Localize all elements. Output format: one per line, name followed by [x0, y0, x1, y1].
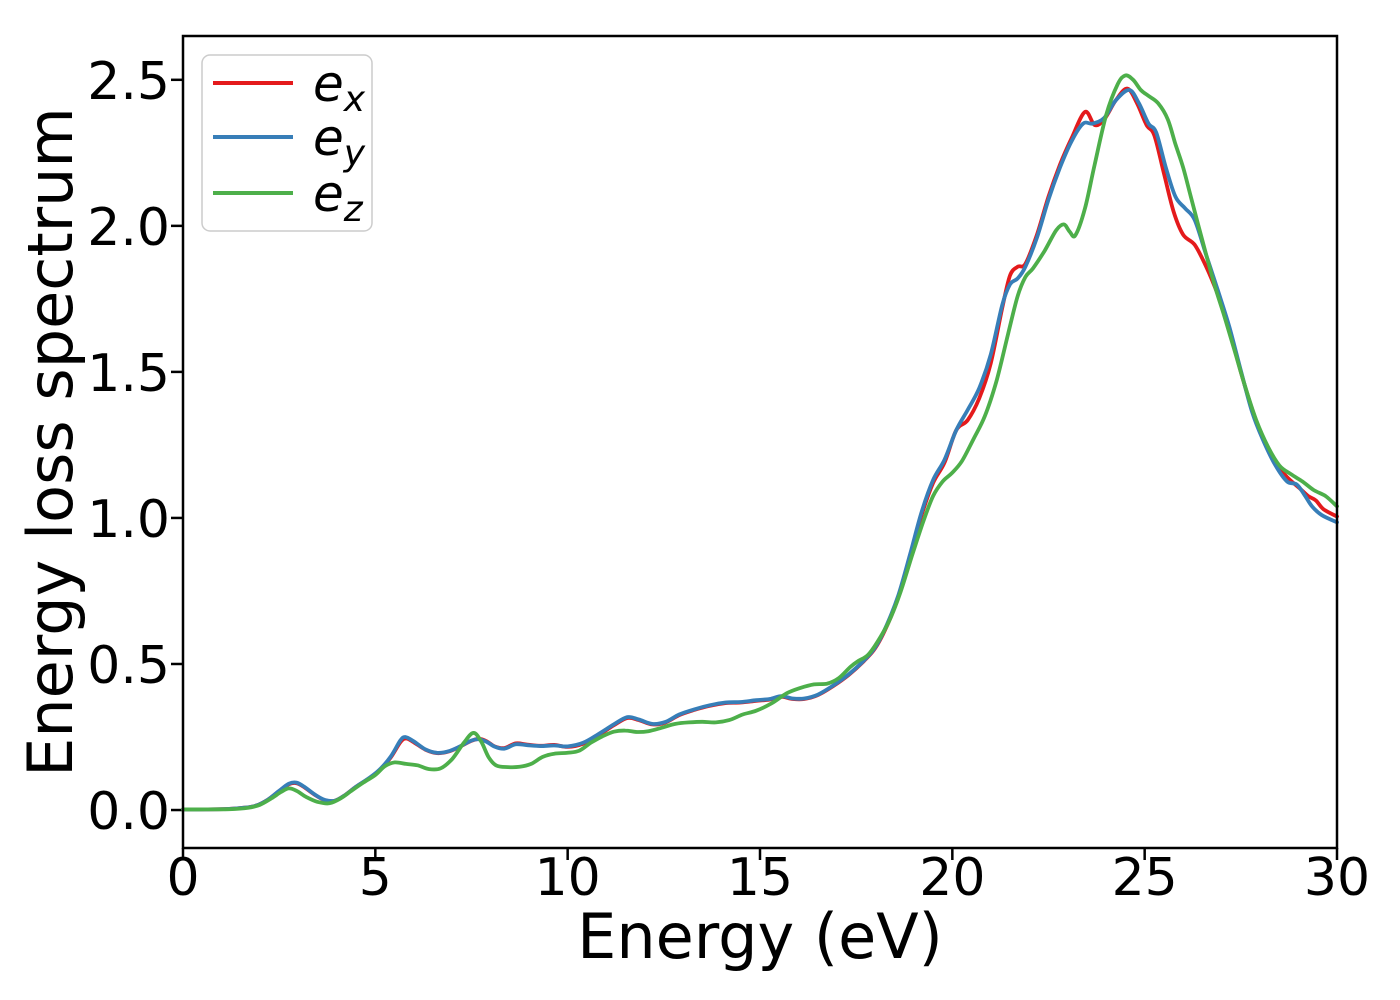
series-e_y-line: [181, 88, 1339, 812]
x-tick-label: 15: [727, 848, 793, 908]
plot-border: [181, 34, 1339, 850]
y-tick-label: 2.0: [87, 198, 170, 258]
y-tick-label: 0.5: [87, 636, 170, 696]
x-tick-label: 20: [919, 848, 985, 908]
y-axis-label: Energy loss spectrum: [14, 107, 87, 777]
y-tick-label: 0.0: [87, 782, 170, 842]
y-tick-label: 1.5: [87, 344, 170, 404]
legend-label-e_y: ey: [313, 109, 366, 174]
x-tick-label: 30: [1304, 848, 1370, 908]
x-tick-label: 25: [1112, 848, 1178, 908]
x-tick-label: 0: [166, 848, 199, 908]
legend-label-e_z: ez: [313, 165, 364, 230]
x-axis-label: Energy (eV): [577, 900, 943, 973]
y-tick-label: 1.0: [87, 490, 170, 550]
series-e_z-line: [181, 73, 1339, 812]
y-tick-label: 2.5: [87, 52, 170, 112]
legend-box: [201, 54, 373, 232]
x-tick-label: 10: [535, 848, 601, 908]
legend-label-e_x: ex: [313, 55, 366, 120]
x-tick-label: 5: [359, 848, 392, 908]
